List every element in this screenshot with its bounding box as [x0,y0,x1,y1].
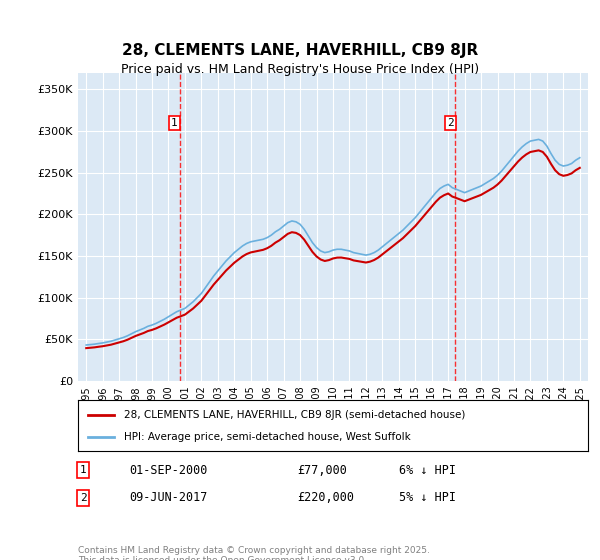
Text: 5% ↓ HPI: 5% ↓ HPI [400,492,457,505]
Text: 28, CLEMENTS LANE, HAVERHILL, CB9 8JR (semi-detached house): 28, CLEMENTS LANE, HAVERHILL, CB9 8JR (s… [124,409,465,419]
Text: 28, CLEMENTS LANE, HAVERHILL, CB9 8JR: 28, CLEMENTS LANE, HAVERHILL, CB9 8JR [122,43,478,58]
Text: 09-JUN-2017: 09-JUN-2017 [129,492,208,505]
Text: 2: 2 [80,493,86,503]
Text: £77,000: £77,000 [297,464,347,477]
Text: 2: 2 [447,118,454,128]
Text: £220,000: £220,000 [297,492,354,505]
Text: Price paid vs. HM Land Registry's House Price Index (HPI): Price paid vs. HM Land Registry's House … [121,63,479,77]
Text: Contains HM Land Registry data © Crown copyright and database right 2025.
This d: Contains HM Land Registry data © Crown c… [78,546,430,560]
Text: 1: 1 [171,118,178,128]
Text: HPI: Average price, semi-detached house, West Suffolk: HPI: Average price, semi-detached house,… [124,432,410,442]
Text: 1: 1 [80,465,86,475]
Text: 01-SEP-2000: 01-SEP-2000 [129,464,208,477]
Text: 6% ↓ HPI: 6% ↓ HPI [400,464,457,477]
